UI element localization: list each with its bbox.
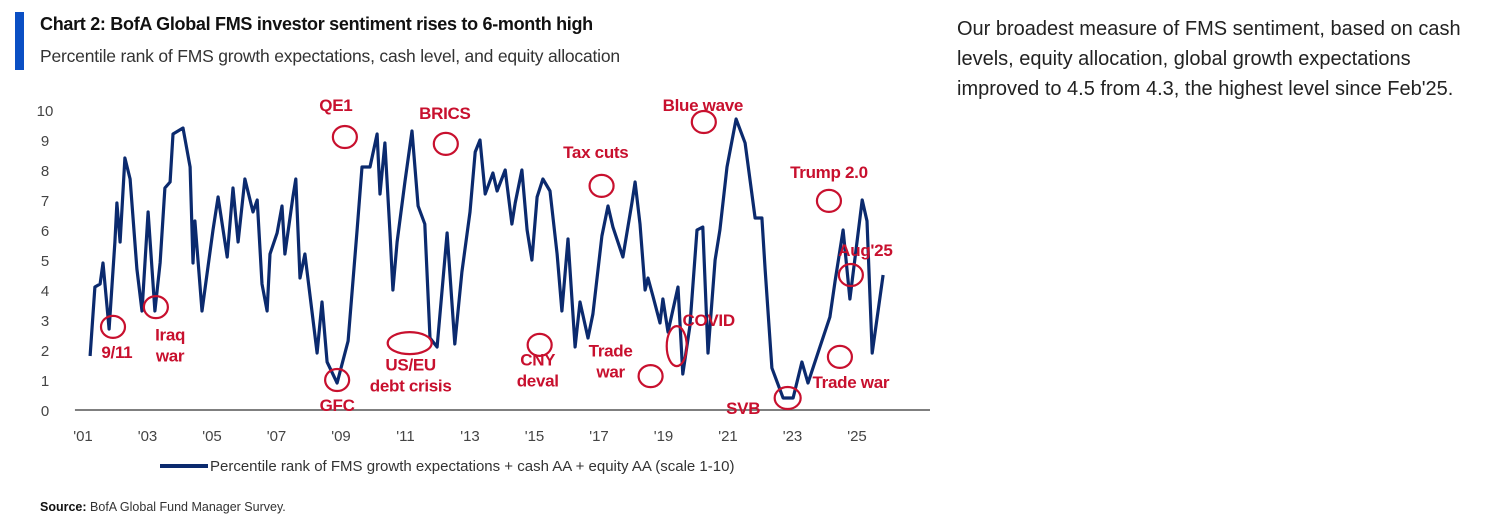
- annotation-circle: [837, 262, 864, 288]
- annotation-label: GFC: [320, 396, 355, 415]
- annotation-circle: [815, 188, 843, 213]
- annotation-circle: [690, 109, 717, 135]
- annotation-label: Blue wave: [663, 96, 743, 115]
- annotation-circle: [324, 367, 351, 393]
- commentary-text: Our broadest measure of FMS sentiment, b…: [957, 18, 1461, 100]
- annotation-circle: [331, 124, 358, 150]
- series-line: [88, 117, 885, 400]
- annotation-circle: [588, 173, 615, 198]
- y-tick-label: 2: [41, 343, 49, 360]
- annotation-label: US/EU: [385, 355, 435, 374]
- chart-subtitle: Percentile rank of FMS growth expectatio…: [40, 46, 620, 66]
- annotation-label: COVID: [682, 311, 734, 330]
- annotation-label: 9/11: [101, 343, 132, 362]
- y-tick-label: 1: [41, 373, 49, 390]
- annotation-label: QE1: [319, 96, 352, 115]
- source-label: Source:: [40, 500, 87, 514]
- x-tick-label: '05: [202, 428, 222, 445]
- x-tick-label: '11: [396, 428, 414, 445]
- x-tick-label: '19: [654, 428, 674, 445]
- x-tick-label: '13: [460, 428, 480, 445]
- x-tick-label: '21: [718, 428, 738, 445]
- annotation-circle: [386, 331, 433, 356]
- annotation-circle: [637, 364, 664, 389]
- y-tick-label: 3: [41, 313, 49, 330]
- y-tick-label: 8: [41, 163, 49, 180]
- y-tick-label: 4: [41, 283, 49, 300]
- y-tick-label: 10: [37, 103, 54, 120]
- x-tick-label: '09: [331, 428, 351, 445]
- y-tick-label: 7: [41, 193, 49, 210]
- annotation-label: Trade: [589, 342, 633, 361]
- chart-title: Chart 2: BofA Global FMS investor sentim…: [40, 14, 593, 34]
- annotation-circle: [142, 295, 169, 320]
- annotation-circle: [826, 344, 854, 369]
- y-tick-label: 9: [41, 133, 49, 150]
- x-tick-label: '17: [589, 428, 609, 445]
- annotation-label: SVB: [726, 399, 760, 418]
- annotation-label: war: [595, 363, 625, 382]
- annotation-label: Tax cuts: [563, 143, 628, 162]
- legend-label: Percentile rank of FMS growth expectatio…: [210, 458, 734, 475]
- annotation-label: war: [155, 346, 185, 365]
- annotation-label: Trade war: [813, 373, 890, 392]
- y-tick-label: 0: [41, 403, 49, 420]
- y-tick-label: 5: [41, 253, 49, 270]
- annotation-circle: [665, 325, 688, 368]
- annotation-label: BRICS: [419, 104, 470, 123]
- annotation-label: Aug'25: [838, 241, 892, 260]
- annotation-circle: [432, 131, 459, 156]
- x-tick-label: '23: [783, 428, 803, 445]
- source-text: BofA Global Fund Manager Survey.: [90, 500, 286, 514]
- x-tick-label: '25: [847, 428, 867, 445]
- annotation-label: deval: [517, 372, 559, 391]
- x-tick-label: '15: [525, 428, 545, 445]
- annotation-label: CNY: [520, 351, 556, 370]
- accent-bar: [15, 12, 24, 70]
- x-tick-label: '03: [138, 428, 158, 445]
- annotation-label: debt crisis: [370, 376, 452, 395]
- annotation-circle: [99, 314, 127, 339]
- chart: 0 1 2 3 4 5 6 7 8 9 10 '01 '03 '05 '07 '09 '11 '13 '15 '17 '…: [37, 96, 930, 475]
- annotation-circle: [773, 385, 802, 411]
- source-note: Source: BofA Global Fund Manager Survey.: [40, 500, 286, 514]
- x-tick-label: '07: [267, 428, 287, 445]
- annotation-label: Trump 2.0: [790, 163, 868, 182]
- annotation-circle: [526, 332, 553, 357]
- y-tick-label: 6: [41, 223, 49, 240]
- x-tick-label: '01: [73, 428, 93, 445]
- annotation-label: Iraq: [155, 325, 185, 344]
